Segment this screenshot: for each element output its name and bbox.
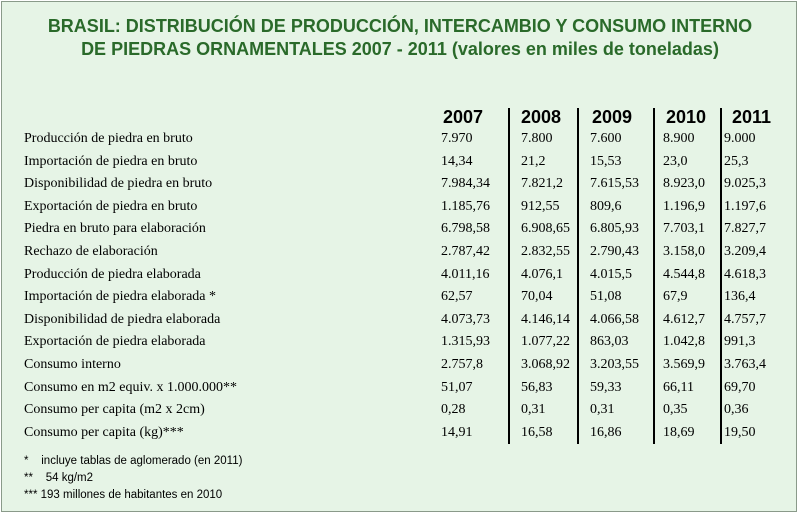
row-label: Producción de piedra en bruto [24, 131, 193, 146]
table-cell: 4.544,8 [663, 267, 705, 282]
table-cell: 136,4 [724, 289, 756, 304]
table-cell: 0,31 [521, 402, 546, 417]
table-cell: 1.042,8 [663, 334, 705, 349]
table-cell: 7.827,7 [724, 221, 766, 236]
footnote: *** 193 millones de habitantes en 2010 [24, 489, 223, 501]
row-label: Disponibilidad de piedra elaborada [24, 312, 221, 327]
table-cell: 70,04 [521, 289, 553, 304]
table-cell: 4.757,7 [724, 312, 766, 327]
table-cell: 2.787,42 [441, 244, 490, 259]
table-cell: 8.900 [663, 131, 695, 146]
table-cell: 6.805,93 [590, 221, 639, 236]
table-cell: 0,31 [590, 402, 615, 417]
table-cell: 912,55 [521, 199, 560, 214]
row-label: Piedra en bruto para elaboración [24, 221, 206, 236]
table-cell: 991,3 [724, 334, 756, 349]
table-cell: 809,6 [590, 199, 622, 214]
table-cell: 4.015,5 [590, 267, 632, 282]
row-label: Consumo en m2 equiv. x 1.000.000** [24, 380, 237, 395]
table-cell: 6.798,58 [441, 221, 490, 236]
table-cell: 4.066,58 [590, 312, 639, 327]
table-cell: 14,91 [441, 425, 473, 440]
table-cell: 16,58 [521, 425, 553, 440]
column-divider [720, 108, 722, 444]
table-cell: 9.025,3 [724, 176, 766, 191]
year-header-2011: 2011 [732, 107, 772, 127]
table-cell: 7.970 [441, 131, 473, 146]
table-cell: 7.800 [521, 131, 553, 146]
table-cell: 1.197,6 [724, 199, 766, 214]
footnote: ** 54 kg/m2 [24, 472, 94, 484]
table-cell: 4.076,1 [521, 267, 563, 282]
row-label: Exportación de piedra en bruto [24, 199, 198, 214]
table-cell: 7.600 [590, 131, 622, 146]
table-cell: 4.612,7 [663, 312, 705, 327]
table-cell: 8.923,0 [663, 176, 705, 191]
table-cell: 16,86 [590, 425, 622, 440]
table-cell: 1.185,76 [441, 199, 490, 214]
table-cell: 67,9 [663, 289, 688, 304]
table-cell: 4.146,14 [521, 312, 570, 327]
table-cell: 66,11 [663, 380, 694, 395]
table-cell: 0,28 [441, 402, 466, 417]
year-header-2008: 2008 [521, 107, 562, 127]
table-cell: 2.832,55 [521, 244, 570, 259]
table-cell: 14,34 [441, 154, 473, 169]
table-cell: 1.077,22 [521, 334, 570, 349]
table-cell: 9.000 [724, 131, 756, 146]
table-cell: 6.908,65 [521, 221, 570, 236]
table-cell: 15,53 [590, 154, 622, 169]
table-cell: 51,08 [590, 289, 622, 304]
row-label: Exportación de piedra elaborada [24, 334, 206, 349]
year-header-2007: 2007 [443, 107, 484, 127]
table-cell: 3.068,92 [521, 357, 570, 372]
table-cell: 7.821,2 [521, 176, 563, 191]
table-cell: 56,83 [521, 380, 553, 395]
row-label: Consumo per capita (m2 x 2cm) [24, 402, 205, 417]
table-cell: 25,3 [724, 154, 749, 169]
table-cell: 0,35 [663, 402, 688, 417]
table-cell: 4.618,3 [724, 267, 766, 282]
table-cell: 3.209,4 [724, 244, 766, 259]
table-cell: 7.615,53 [590, 176, 639, 191]
row-label: Importación de piedra en bruto [24, 154, 198, 169]
year-header-2010: 2010 [666, 107, 707, 127]
table-cell: 3.158,0 [663, 244, 705, 259]
table-cell: 23,0 [663, 154, 688, 169]
table-cell: 1.315,93 [441, 334, 490, 349]
table-cell: 863,03 [590, 334, 629, 349]
row-label: Disponibilidad de piedra en bruto [24, 176, 213, 191]
table-cell: 51,07 [441, 380, 473, 395]
title-line-1: BRASIL: DISTRIBUCIÓN DE PRODUCCIÓN, INTE… [47, 16, 753, 36]
table-cell: 4.011,16 [441, 267, 490, 282]
table-cell: 69,70 [724, 380, 756, 395]
table-cell: 3.569,9 [663, 357, 705, 372]
column-divider [577, 108, 579, 444]
year-header-2009: 2009 [592, 107, 633, 127]
table-cell: 4.073,73 [441, 312, 490, 327]
table-cell: 0,36 [724, 402, 749, 417]
table-cell: 7.703,1 [663, 221, 705, 236]
row-label: Producción de piedra elaborada [24, 267, 201, 282]
table-cell: 2.757,8 [441, 357, 483, 372]
row-label: Consumo per capita (kg)*** [24, 425, 184, 440]
table-cell: 21,2 [521, 154, 546, 169]
title-line-2: DE PIEDRAS ORNAMENTALES 2007 - 2011 (val… [81, 39, 719, 59]
table-cell: 2.790,43 [590, 244, 639, 259]
row-label: Rechazo de elaboración [24, 244, 158, 259]
column-divider [508, 108, 510, 444]
table-cell: 7.984,34 [441, 176, 490, 191]
footnote: * incluye tablas de aglomerado (en 2011) [24, 455, 243, 467]
table-cell: 59,33 [590, 380, 622, 395]
table-cell: 1.196,9 [663, 199, 705, 214]
table-cell: 62,57 [441, 289, 473, 304]
table-cell: 19,50 [724, 425, 756, 440]
column-divider [653, 108, 655, 444]
row-label: Consumo interno [24, 357, 121, 372]
row-label: Importación de piedra elaborada * [24, 289, 217, 304]
table-cell: 3.763,4 [724, 357, 766, 372]
table-cell: 3.203,55 [590, 357, 639, 372]
table-cell: 18,69 [663, 425, 695, 440]
